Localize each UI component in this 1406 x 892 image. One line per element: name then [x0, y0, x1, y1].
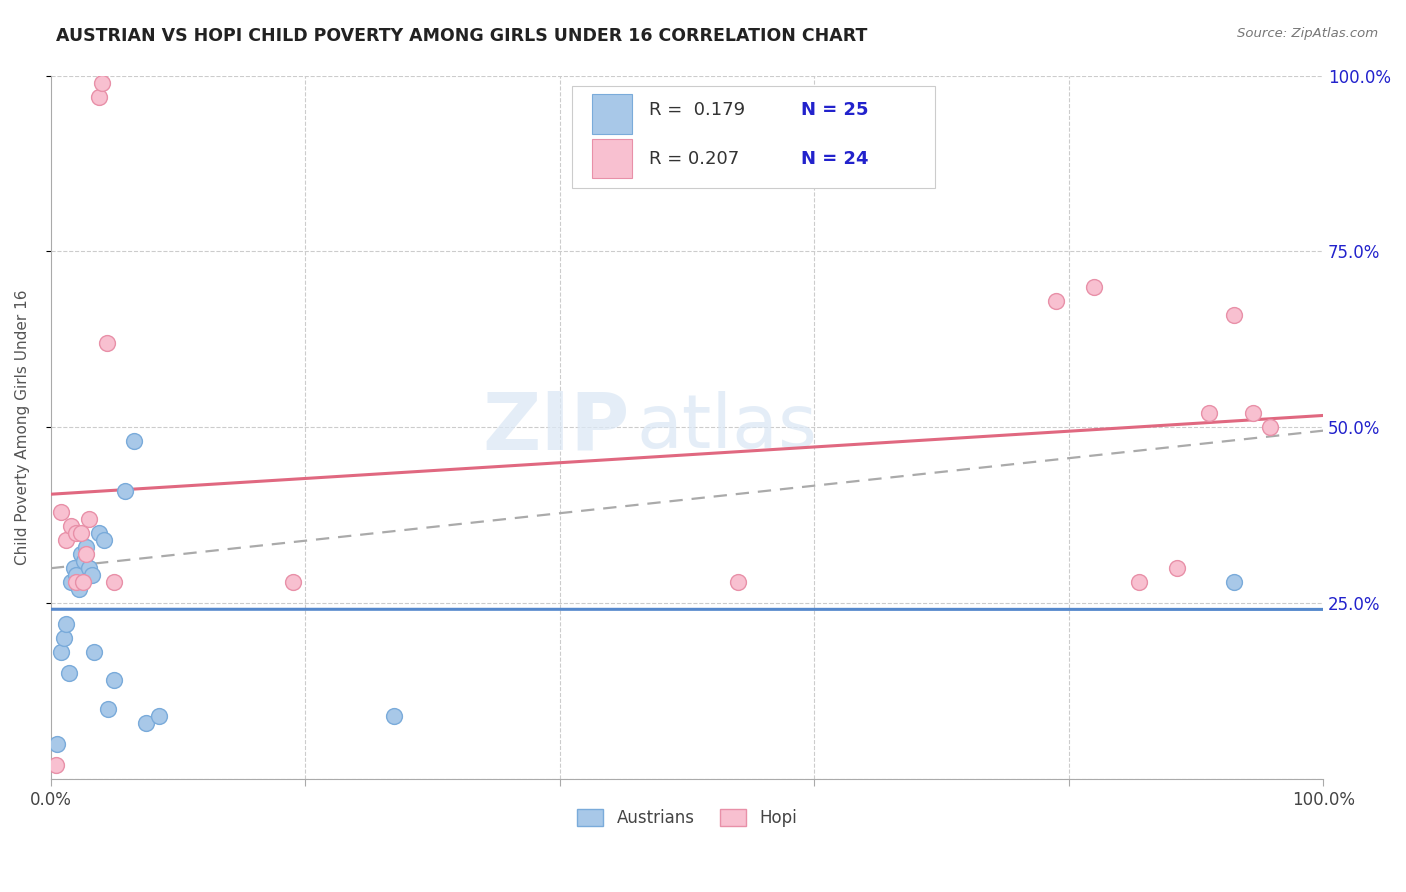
Point	[46, 737, 69, 751]
Point	[382, 708, 405, 723]
Point	[73, 554, 96, 568]
FancyBboxPatch shape	[572, 86, 935, 188]
Text: ZIP: ZIP	[482, 388, 630, 467]
Point	[58, 666, 80, 681]
Point	[45, 757, 67, 772]
Point	[1241, 406, 1264, 420]
Point	[62, 561, 84, 575]
Point	[55, 617, 77, 632]
Text: N = 24: N = 24	[801, 150, 869, 168]
Point	[103, 574, 125, 589]
Point	[1083, 279, 1105, 293]
Point	[135, 715, 157, 730]
Point	[60, 518, 83, 533]
Legend: Austrians, Hopi: Austrians, Hopi	[569, 803, 804, 834]
Text: AUSTRIAN VS HOPI CHILD POVERTY AMONG GIRLS UNDER 16 CORRELATION CHART: AUSTRIAN VS HOPI CHILD POVERTY AMONG GIR…	[56, 27, 868, 45]
Point	[1198, 406, 1220, 420]
Point	[67, 582, 90, 596]
Point	[77, 561, 100, 575]
Point	[727, 574, 749, 589]
Point	[93, 533, 115, 547]
FancyBboxPatch shape	[592, 139, 633, 178]
Point	[65, 568, 87, 582]
Point	[89, 89, 111, 103]
Point	[75, 547, 97, 561]
Text: atlas: atlas	[636, 391, 817, 464]
Text: N = 25: N = 25	[801, 101, 869, 119]
Point	[55, 533, 77, 547]
Point	[80, 568, 103, 582]
Point	[70, 525, 93, 540]
Point	[52, 632, 75, 646]
Point	[1045, 293, 1067, 308]
Point	[1258, 420, 1281, 434]
Point	[77, 511, 100, 525]
Point	[1166, 561, 1188, 575]
Point	[1128, 574, 1150, 589]
Point	[49, 505, 72, 519]
Point	[1223, 308, 1246, 322]
Point	[122, 434, 145, 449]
Y-axis label: Child Poverty Among Girls Under 16: Child Poverty Among Girls Under 16	[15, 290, 30, 565]
Point	[96, 335, 118, 350]
Point	[60, 574, 83, 589]
Point	[97, 701, 120, 715]
Text: R =  0.179: R = 0.179	[648, 101, 745, 119]
Point	[90, 76, 112, 90]
FancyBboxPatch shape	[592, 95, 633, 134]
Point	[49, 645, 72, 659]
Point	[1223, 574, 1246, 589]
Point	[281, 574, 304, 589]
Point	[75, 540, 97, 554]
Point	[148, 708, 170, 723]
Point	[103, 673, 125, 688]
Point	[114, 483, 136, 498]
Text: Source: ZipAtlas.com: Source: ZipAtlas.com	[1237, 27, 1378, 40]
Point	[72, 574, 94, 589]
Point	[65, 525, 87, 540]
Point	[89, 525, 111, 540]
Point	[83, 645, 105, 659]
Point	[65, 574, 87, 589]
Text: R = 0.207: R = 0.207	[648, 150, 740, 168]
Point	[70, 547, 93, 561]
